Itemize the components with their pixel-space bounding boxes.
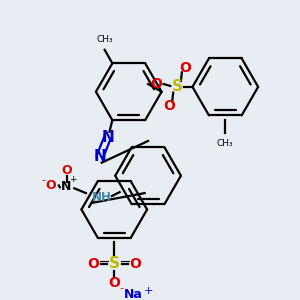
Text: S: S bbox=[172, 80, 182, 94]
Text: -: - bbox=[41, 176, 45, 185]
Text: O: O bbox=[150, 77, 162, 91]
Text: N: N bbox=[61, 180, 72, 193]
Text: CH₃: CH₃ bbox=[217, 139, 234, 148]
Text: -: - bbox=[119, 283, 123, 293]
Text: O: O bbox=[179, 61, 191, 75]
Text: CH₃: CH₃ bbox=[96, 35, 113, 44]
Text: N: N bbox=[93, 149, 106, 164]
Text: +: + bbox=[143, 286, 153, 296]
Text: O: O bbox=[46, 179, 56, 192]
Text: O: O bbox=[108, 276, 120, 290]
Text: NH: NH bbox=[92, 191, 112, 204]
Text: Na: Na bbox=[124, 288, 143, 300]
Text: +: + bbox=[69, 175, 76, 184]
Text: O: O bbox=[87, 256, 99, 271]
Text: N: N bbox=[101, 130, 114, 145]
Text: S: S bbox=[109, 256, 120, 271]
Text: O: O bbox=[61, 164, 72, 177]
Text: O: O bbox=[164, 99, 175, 113]
Text: O: O bbox=[130, 256, 142, 271]
